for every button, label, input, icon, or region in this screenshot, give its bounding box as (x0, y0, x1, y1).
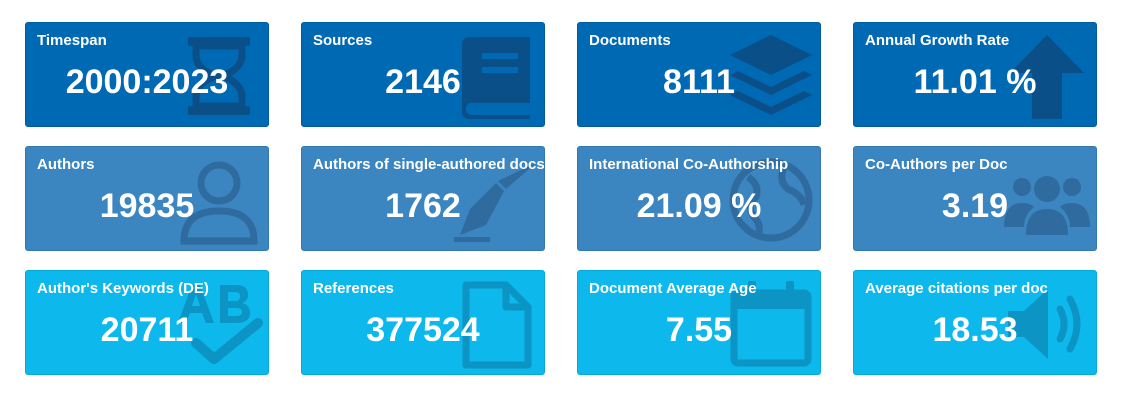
card-label: Document Average Age (589, 280, 757, 297)
card-timespan: Timespan 2000:2023 (25, 22, 269, 127)
card-label: Annual Growth Rate (865, 32, 1010, 49)
calendar-icon (730, 281, 812, 367)
card-label: Co-Authors per Doc (865, 156, 1008, 173)
card-value: 7.55 (665, 311, 733, 349)
card-references: References 377524 (301, 270, 545, 375)
users-icon (1004, 176, 1090, 235)
volume-icon (1008, 289, 1081, 359)
layers-icon (730, 35, 812, 115)
card-documents: Documents 8111 (577, 22, 821, 127)
card-label: Sources (313, 32, 373, 49)
card-label: International Co-Authorship (589, 156, 789, 173)
pen-icon (454, 163, 536, 242)
card-sources: Sources 2146 (301, 22, 545, 127)
card-value: 19835 (99, 187, 195, 225)
card-value: 1762 (385, 187, 461, 225)
card-annual-growth-rate: Annual Growth Rate 11.01 % (853, 22, 1097, 127)
card-value: 377524 (366, 311, 480, 349)
arrow-up-icon (1010, 35, 1084, 119)
book-icon (462, 37, 530, 119)
globe-icon (729, 158, 813, 242)
card-single-authored: Authors of single-authored docs 1762 (301, 146, 545, 251)
user-icon (180, 161, 258, 245)
card-label: Documents (589, 32, 671, 49)
spellcheck-icon (178, 285, 263, 364)
card-value: 20711 (100, 311, 194, 349)
card-label: Authors of single-authored docs (313, 156, 544, 173)
card-document-average-age: Document Average Age 7.55 (577, 270, 821, 375)
card-value: 11.01 % (913, 63, 1037, 101)
card-label: Timespan (37, 32, 107, 49)
card-average-citations: Average citations per doc 18.53 (853, 270, 1097, 375)
card-label: Author's Keywords (DE) (37, 280, 209, 297)
card-authors-keywords: Author's Keywords (DE) 20711 (25, 270, 269, 375)
card-label: Authors (37, 156, 95, 173)
card-coauthors-per-doc: Co-Authors per Doc 3.19 (853, 146, 1097, 251)
card-label: Average citations per doc (865, 280, 1048, 297)
file-icon (462, 281, 532, 369)
card-value: 21.09 % (636, 187, 762, 225)
card-international-coauthorship: International Co-Authorship 21.09 % (577, 146, 821, 251)
card-value: 8111 (663, 63, 735, 101)
hourglass-icon (188, 37, 250, 115)
card-value: 18.53 (932, 311, 1018, 349)
card-value: 2146 (385, 63, 461, 101)
card-label: References (313, 280, 394, 297)
card-value: 2000:2023 (65, 63, 229, 101)
card-authors: Authors 19835 (25, 146, 269, 251)
card-value: 3.19 (941, 187, 1009, 225)
